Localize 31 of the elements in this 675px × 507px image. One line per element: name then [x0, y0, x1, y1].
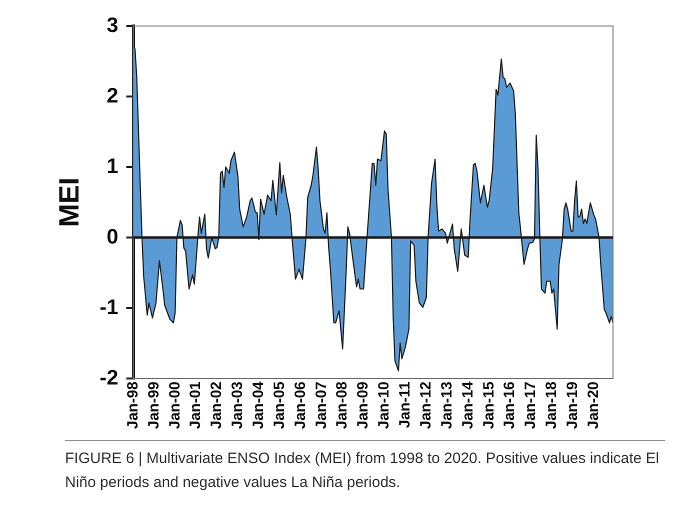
caption: FIGURE 6 | Multivariate ENSO Index (MEI) from 1998 to 2020. Positive values indicate El Niño periods and negative values La Niña periods.	[65, 449, 660, 493]
x-tick-label: Jan-09	[354, 381, 372, 430]
x-tick-label: Jan-13	[438, 381, 456, 430]
x-tick-label: Jan-06	[292, 381, 309, 430]
x-tick-label: Jan-14	[459, 380, 476, 430]
y-axis-title: MEI	[54, 177, 85, 228]
y-tick-label: 3	[106, 14, 118, 37]
x-tick-label: Jan-99	[145, 381, 162, 430]
x-tick-label: Jan-05	[270, 381, 288, 430]
x-tick-label: Jan-10	[376, 381, 393, 430]
y-tick-label: 2	[106, 84, 118, 108]
x-tick-label: Jan-00	[166, 381, 184, 430]
x-tick-label: Jan-20	[584, 381, 602, 430]
x-tick-label: Jan-16	[501, 381, 518, 430]
x-tick-label: Jan-02	[208, 381, 226, 430]
x-tick-label: Jan-15	[480, 381, 498, 430]
x-tick-label: Jan-07	[312, 381, 330, 430]
x-tick-label: Jan-03	[229, 381, 246, 430]
x-tick-label: Jan-11	[396, 381, 414, 428]
x-tick-label: Jan-98	[124, 381, 142, 430]
x-tick-label: Jan-19	[564, 381, 582, 430]
x-tick-label: Jan-04	[250, 380, 268, 430]
x-tick-label: Jan-01	[187, 381, 204, 430]
y-tick-label: 0	[106, 225, 118, 248]
y-tick-label: -1	[100, 296, 119, 319]
y-tick-label: 1	[106, 154, 119, 178]
x-tick-label: Jan-17	[522, 381, 540, 430]
y-tick-label: -2	[100, 366, 118, 390]
x-tick-label: Jan-18	[543, 381, 560, 430]
x-tick-label: Jan-12	[417, 381, 434, 430]
x-tick-label: Jan-08	[334, 381, 351, 430]
